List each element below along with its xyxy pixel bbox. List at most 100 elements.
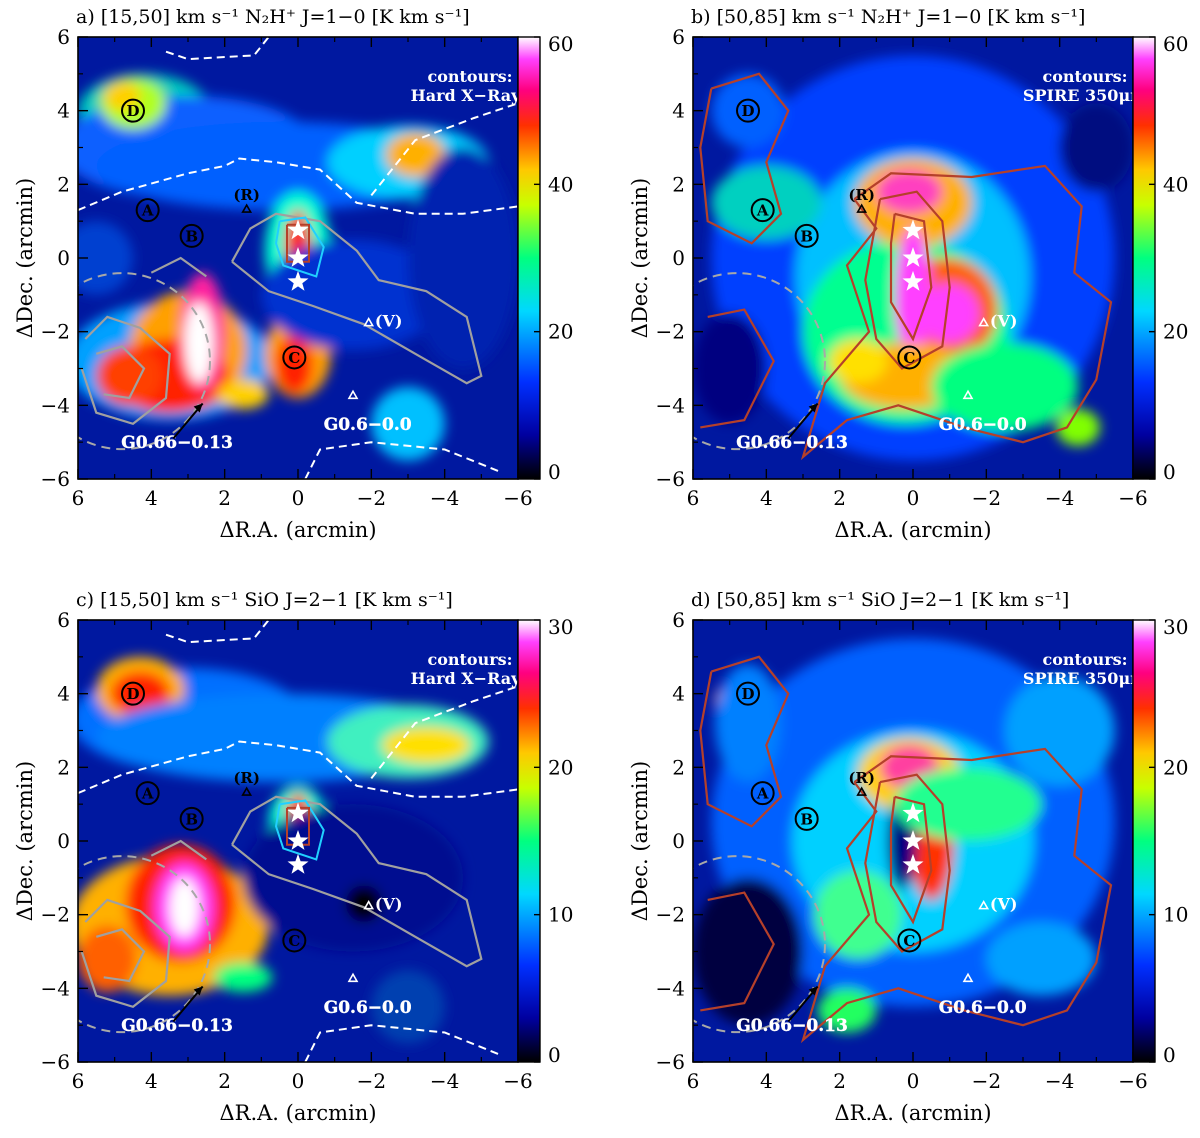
dashed-boundary — [78, 740, 518, 798]
source-label-R: (R) — [233, 186, 260, 204]
star-marker — [902, 830, 924, 850]
y-axis-label: ΔDec. (arcmin) — [628, 761, 652, 921]
x-tick-label: −4 — [1045, 486, 1074, 510]
panel-d: D A B C (R) (V) G0.66−0.13 G0.6−0.0 contours:SPI… — [628, 589, 1188, 1125]
source-label-A: A — [756, 202, 769, 220]
panel-title: d) [50,85] km s⁻¹ SiO J=2−1 [K km s⁻¹] — [691, 589, 1069, 611]
spire-contour — [889, 212, 933, 342]
contour-note: Hard X−Rays — [411, 86, 530, 105]
colorbar — [517, 36, 541, 480]
star-marker — [287, 247, 309, 267]
intensity-map: D A B C (R) (V) G0.66−0.13 G0.6−0.0 — [693, 620, 1133, 1062]
colorbar — [1132, 619, 1156, 1063]
y-tick-label: 2 — [672, 172, 685, 196]
xray-contour-inner — [274, 216, 325, 278]
spire-contour — [889, 795, 933, 925]
dashed-boundary — [370, 102, 518, 197]
source-triangle — [856, 203, 868, 213]
g06-triangle — [962, 972, 974, 983]
x-tick-label: 2 — [833, 1069, 846, 1093]
colorbar-tick-label: 40 — [1163, 172, 1188, 196]
emission-blob — [920, 283, 980, 343]
y-axis-label: ΔDec. (arcmin) — [13, 178, 37, 338]
y-axis-label: ΔDec. (arcmin) — [628, 178, 652, 338]
source-circle-B — [179, 223, 204, 248]
x-tick-label: −6 — [1118, 486, 1147, 510]
spire-contour — [699, 72, 790, 245]
emission-blob — [814, 870, 902, 959]
x-tick-label: −2 — [357, 486, 386, 510]
xray-contour — [150, 839, 207, 861]
spire-contour — [700, 891, 775, 1012]
panel-title: c) [15,50] km s⁻¹ SiO J=2−1 [K km s⁻¹] — [76, 589, 453, 611]
source-label-C: C — [288, 932, 300, 950]
x-tick-label: 0 — [292, 1069, 305, 1093]
x-axis-label: ΔR.A. (arcmin) — [834, 1101, 991, 1125]
contour-note: SPIRE 350μm — [1023, 669, 1147, 688]
intensity-map: D A B C (R) (V) G0.66−0.13 G0.6−0.0 — [78, 37, 518, 479]
contour-note: SPIRE 350μm — [1023, 86, 1147, 105]
emission-blob — [1059, 103, 1133, 192]
star-marker — [902, 247, 924, 267]
region-label: G0.66−0.13 — [121, 1016, 233, 1036]
emission-blob — [371, 386, 445, 461]
contour-note: contours: — [427, 650, 512, 669]
emission-blob — [894, 767, 1042, 842]
y-tick-label: 0 — [57, 246, 70, 270]
colorbar-tick-label: 20 — [548, 755, 573, 779]
star-marker — [902, 270, 924, 291]
shell-circle — [78, 855, 211, 1034]
source-circle-A — [750, 781, 775, 806]
source-label-D: D — [741, 102, 754, 120]
spire-contour — [700, 308, 775, 429]
contours — [78, 620, 518, 1062]
source-label-B: B — [800, 227, 813, 245]
x-axis-label: ΔR.A. (arcmin) — [219, 518, 376, 542]
x-tick-label: −6 — [503, 1069, 532, 1093]
x-tick-label: −2 — [972, 486, 1001, 510]
xray-contour — [231, 795, 483, 968]
panel-c: D A B C (R) (V) G0.66−0.13 G0.6−0.0 contours:Har… — [13, 589, 573, 1125]
x-axis-label: ΔR.A. (arcmin) — [219, 1101, 376, 1125]
y-tick-label: −4 — [656, 976, 685, 1000]
emission-blob — [828, 339, 888, 384]
y-tick-label: −6 — [41, 467, 70, 491]
intensity-map: D A B C (R) (V) G0.66−0.13 G0.6−0.0 — [693, 37, 1133, 479]
spire-contour — [800, 164, 1113, 461]
emission-blob — [184, 302, 214, 384]
arrow-head — [193, 986, 203, 996]
star-marker — [287, 830, 309, 850]
colorbar-tick-label: 30 — [1163, 615, 1188, 639]
source-label-D: D — [741, 685, 754, 703]
source-label-D: D — [126, 102, 139, 120]
colorbar-tick-label: 60 — [548, 32, 573, 56]
y-tick-label: 4 — [57, 99, 70, 123]
emission-blob — [386, 132, 445, 177]
x-tick-label: 4 — [760, 1069, 773, 1093]
source-label-R: (R) — [848, 186, 875, 204]
source-label-V: (V) — [990, 895, 1018, 914]
source-label-V: (V) — [375, 312, 403, 331]
y-tick-label: −4 — [656, 393, 685, 417]
spire-contour — [864, 190, 951, 370]
contour-note: Hard X−Rays — [411, 669, 530, 688]
region-label: G0.66−0.13 — [121, 433, 233, 453]
y-tick-label: −4 — [41, 393, 70, 417]
region-label: G0.66−0.13 — [736, 433, 848, 453]
y-tick-label: −6 — [41, 1050, 70, 1074]
colorbar-tick-label: 0 — [1163, 460, 1176, 484]
star-marker — [902, 802, 924, 823]
panel-b: D A B C (R) (V) G0.66−0.13 G0.6−0.0 contours:SPI… — [628, 6, 1188, 542]
source-circle-D — [121, 98, 145, 123]
y-tick-label: −2 — [41, 320, 70, 344]
y-tick-label: 4 — [672, 682, 685, 706]
source-circle-D — [736, 98, 760, 123]
dashed-boundary — [370, 685, 518, 780]
region-label: G0.6−0.0 — [939, 415, 1027, 435]
star-marker — [287, 270, 309, 291]
star-marker — [902, 219, 924, 240]
source-triangle — [978, 900, 990, 910]
contour-note: contours: — [1042, 650, 1127, 669]
spire-contour — [864, 773, 951, 953]
